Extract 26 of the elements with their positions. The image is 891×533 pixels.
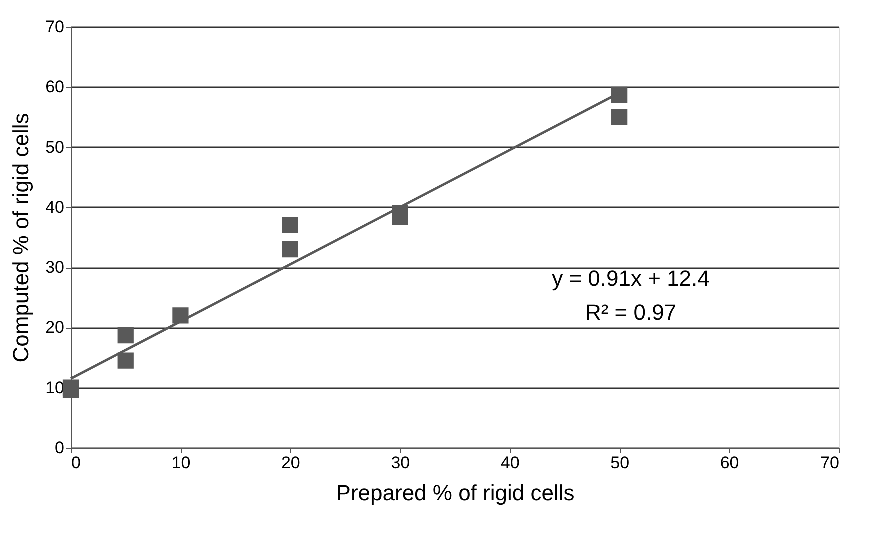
point <box>612 109 628 126</box>
y-axis-title: Computed % of rigid cells <box>8 113 34 363</box>
y-tick-label: 0 <box>55 438 64 458</box>
x-tick-label: 0 <box>72 454 81 472</box>
x-tick-label: 10 <box>172 454 191 472</box>
point <box>118 352 134 369</box>
y-tick-label: 70 <box>46 18 64 36</box>
annotation: R² = 0.97 <box>585 300 677 325</box>
point <box>612 86 628 104</box>
y-tick-label: 30 <box>46 258 64 278</box>
point <box>282 217 298 234</box>
x-tick-label: 70 <box>820 454 840 472</box>
y-tick-label: 20 <box>46 318 64 338</box>
y-tick-label: 50 <box>46 138 64 157</box>
point <box>118 327 134 344</box>
annotation: y = 0.91x + 12.4 <box>552 266 710 291</box>
point <box>392 208 408 226</box>
point <box>282 241 298 258</box>
x-axis-title: Prepared % of rigid cells <box>336 480 575 506</box>
x-tick-label: 30 <box>391 454 410 472</box>
x-tick-label: 40 <box>500 454 520 472</box>
x-tick-label: 60 <box>720 454 740 472</box>
y-tick-label: 60 <box>46 78 64 97</box>
x-tick-label: 50 <box>610 454 630 472</box>
x-tick-label: 20 <box>281 454 300 472</box>
y-tick-label: 40 <box>46 198 64 217</box>
